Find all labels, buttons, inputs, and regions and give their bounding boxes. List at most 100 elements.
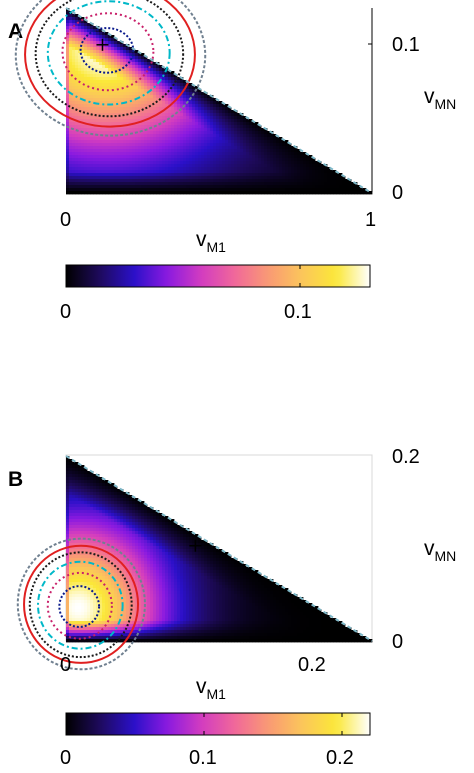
heatmap-cell — [153, 549, 157, 553]
heatmap-cell — [120, 92, 124, 96]
heatmap-cell — [231, 125, 235, 129]
heatmap-cell — [87, 173, 91, 177]
heatmap-cell — [276, 170, 280, 174]
heatmap-cell — [111, 104, 115, 108]
heatmap-cell — [69, 26, 73, 30]
heatmap-cell — [123, 510, 127, 514]
heatmap-cell — [162, 182, 166, 186]
heatmap-cell — [291, 188, 295, 192]
heatmap-cell — [108, 101, 112, 105]
heatmap-cell — [309, 173, 313, 177]
heatmap-cell — [147, 128, 151, 132]
heatmap-cell — [129, 510, 133, 514]
heatmap-cell — [246, 185, 250, 189]
heatmap-cell — [90, 161, 94, 165]
heatmap-cell — [162, 164, 166, 168]
heatmap-cell — [237, 146, 241, 150]
heatmap-cell — [111, 119, 115, 123]
heatmap-cell — [105, 540, 109, 544]
heatmap-cell — [99, 143, 103, 147]
heatmap-cell — [192, 179, 196, 183]
heatmap-cell — [81, 513, 85, 517]
heatmap-cell — [138, 546, 142, 550]
heatmap-cell — [114, 128, 118, 132]
heatmap-cell — [132, 158, 136, 162]
heatmap-cell — [168, 522, 172, 526]
heatmap-cell — [165, 588, 169, 592]
heatmap-cell — [207, 543, 211, 547]
heatmap-cell — [192, 164, 196, 168]
heatmap-cell — [231, 152, 235, 156]
heatmap-cell — [129, 119, 133, 123]
heatmap-cell — [99, 83, 103, 87]
heatmap-cell — [78, 576, 82, 580]
heatmap-cell — [189, 546, 193, 550]
heatmap-cell — [132, 89, 136, 93]
heatmap-cell — [81, 95, 85, 99]
heatmap-cell — [93, 516, 97, 520]
heatmap-cell — [108, 68, 112, 72]
heatmap-cell — [198, 591, 202, 595]
heatmap-cell — [150, 80, 154, 84]
heatmap-cell — [75, 92, 79, 96]
heatmap-cell — [261, 143, 265, 147]
heatmap-cell — [102, 134, 106, 138]
heatmap-cell — [147, 158, 151, 162]
heatmap-cell — [237, 588, 241, 592]
heatmap-cell — [252, 128, 256, 132]
heatmap-cell — [108, 585, 112, 589]
heatmap-cell — [72, 546, 76, 550]
heatmap-cell — [78, 65, 82, 69]
heatmap-cell — [102, 492, 106, 496]
heatmap-cell — [78, 59, 82, 63]
heatmap-cell — [69, 546, 73, 550]
heatmap-cell — [252, 591, 256, 595]
heatmap-cell — [159, 582, 163, 586]
heatmap-cell — [78, 44, 82, 48]
heatmap-cell — [228, 152, 232, 156]
heatmap-cell — [87, 558, 91, 562]
heatmap-cell — [120, 182, 124, 186]
heatmap-cell — [276, 149, 280, 153]
heatmap-cell — [243, 567, 247, 571]
heatmap-cell — [150, 119, 154, 123]
heatmap-cell — [279, 167, 283, 171]
heatmap-cell — [240, 188, 244, 192]
heatmap-cell — [270, 182, 274, 186]
heatmap-cell — [117, 513, 121, 517]
heatmap-cell — [243, 125, 247, 129]
heatmap-cell — [126, 546, 130, 550]
heatmap-cell — [315, 188, 319, 192]
heatmap-cell — [162, 555, 166, 559]
heatmap-cell — [309, 170, 313, 174]
heatmap-cell — [132, 531, 136, 535]
heatmap-cell — [138, 594, 142, 598]
heatmap-cell — [75, 582, 79, 586]
heatmap-cell — [228, 555, 232, 559]
heatmap-cell — [123, 167, 127, 171]
heatmap-cell — [132, 86, 136, 90]
heatmap-cell — [168, 158, 172, 162]
heatmap-cell — [210, 110, 214, 114]
heatmap-cell — [219, 155, 223, 159]
heatmap-cell — [84, 477, 88, 481]
heatmap-cell — [177, 191, 181, 195]
heatmap-cell — [72, 576, 76, 580]
heatmap-cell — [177, 143, 181, 147]
heatmap-cell — [165, 116, 169, 120]
heatmap-cell — [198, 98, 202, 102]
heatmap-cell — [93, 62, 97, 66]
heatmap-cell — [168, 594, 172, 598]
heatmap-cell — [96, 41, 100, 45]
heatmap-cell — [189, 155, 193, 159]
heatmap-cell — [162, 68, 166, 72]
heatmap-cell — [210, 107, 214, 111]
heatmap-cell — [174, 152, 178, 156]
heatmap-cell — [69, 98, 73, 102]
heatmap-cell — [246, 131, 250, 135]
heatmap-cell — [99, 77, 103, 81]
heatmap-cell — [69, 122, 73, 126]
heatmap-cell — [246, 579, 250, 583]
heatmap-cell — [150, 146, 154, 150]
heatmap-cell — [168, 161, 172, 165]
